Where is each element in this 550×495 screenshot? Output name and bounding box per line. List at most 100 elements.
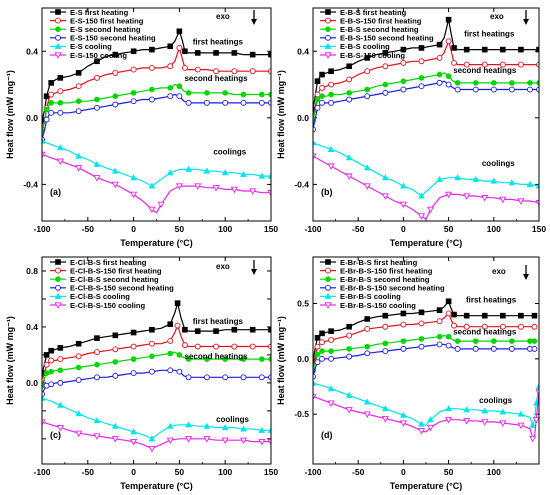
data-point [526, 180, 534, 187]
y-tick-label: 0.0 [297, 354, 309, 364]
data-point [75, 98, 82, 104]
data-point [445, 333, 452, 340]
data-point [167, 337, 174, 344]
data-point [400, 310, 407, 317]
data-point [184, 436, 193, 443]
data-point [314, 343, 321, 350]
data-point [130, 48, 137, 55]
series-line [313, 80, 539, 130]
data-point [213, 50, 219, 56]
data-point [203, 422, 211, 429]
plot-frame [312, 256, 540, 465]
data-point [130, 66, 137, 73]
data-point [148, 340, 155, 347]
data-point [364, 86, 371, 93]
plot-frame [312, 7, 540, 222]
data-point [94, 58, 100, 65]
legend-label: E-S second heating [70, 25, 141, 34]
data-point [517, 422, 525, 430]
data-point [314, 359, 321, 366]
data-point [148, 96, 155, 103]
data-point [43, 370, 50, 376]
x-tick-label: -50 [352, 224, 365, 234]
data-point [531, 338, 538, 344]
data-point [149, 353, 155, 360]
y-tick-label: -0.5 [294, 409, 309, 419]
data-point [48, 347, 54, 354]
legend-marker [325, 267, 331, 274]
data-point [328, 328, 334, 334]
data-point [149, 46, 155, 53]
x-tick-label: 0 [131, 224, 136, 234]
data-point [490, 86, 497, 93]
data-point [94, 74, 100, 81]
legend-label: E-Cl-B-S-150 first heating [70, 266, 162, 275]
legend-marker [325, 26, 331, 33]
legend-marker [55, 259, 61, 265]
y-axis-title: Heat flow (mW mg⁻¹) [276, 70, 286, 159]
data-point [364, 93, 371, 100]
data-series [42, 350, 271, 389]
data-point [112, 332, 119, 339]
exo-arrow-head [523, 19, 529, 25]
data-point [57, 109, 64, 116]
data-point [490, 338, 497, 344]
data-point [249, 343, 256, 350]
data-point [176, 368, 183, 375]
data-point [185, 99, 192, 106]
data-point [472, 345, 479, 352]
data-point [382, 348, 389, 355]
data-series [42, 367, 271, 398]
data-point [327, 163, 335, 170]
data-point [94, 96, 100, 103]
data-point [42, 151, 46, 159]
legend-label: E-Cl-B-S cooling [70, 292, 130, 301]
data-point [240, 425, 247, 432]
data-point [364, 326, 371, 332]
data-point [363, 398, 371, 405]
data-point [43, 106, 50, 113]
data-point [536, 86, 539, 93]
data-point [42, 391, 45, 398]
legend-label: E-Br-B-S cooling [340, 292, 401, 301]
data-point [222, 99, 229, 106]
legend-marker [325, 284, 331, 291]
data-series [42, 137, 271, 189]
data-point [418, 309, 425, 316]
data-point [536, 61, 539, 68]
data-point [75, 108, 82, 115]
data-point [451, 45, 457, 51]
data-point [418, 320, 425, 327]
data-point [418, 75, 425, 81]
data-point [42, 394, 46, 401]
data-point [426, 206, 435, 214]
curve-annotation: coolings [482, 159, 515, 168]
x-axis-title: Temperature (°C) [120, 481, 192, 491]
data-point [203, 374, 210, 381]
data-point [445, 81, 452, 88]
x-axis-title: Temperature (°C) [390, 481, 462, 491]
data-point [400, 321, 407, 328]
data-point [213, 328, 219, 334]
data-point [472, 80, 479, 86]
data-point [111, 422, 119, 429]
data-point [57, 144, 64, 151]
data-point [328, 81, 335, 88]
x-axis-title: Temperature (°C) [120, 238, 192, 248]
data-point [427, 416, 434, 423]
plot-frame [41, 7, 272, 222]
exo-label: exo [492, 267, 506, 276]
data-point [535, 382, 539, 390]
data-point [531, 323, 538, 330]
y-axis-title: Heat flow (mW mg⁻¹) [5, 316, 15, 405]
data-point [381, 415, 389, 423]
data-point [445, 310, 452, 317]
data-point [463, 46, 470, 53]
data-point [382, 312, 389, 319]
data-point [313, 153, 317, 160]
data-point [436, 307, 443, 313]
data-point [418, 192, 425, 199]
panel-label: (a) [50, 187, 61, 197]
data-point [364, 343, 371, 350]
